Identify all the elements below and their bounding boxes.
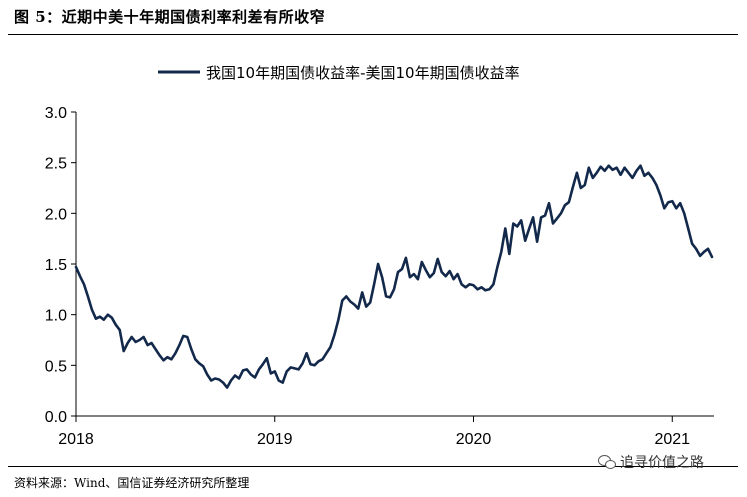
y-tick-label: 1.0 [45, 308, 67, 325]
y-tick-label: 0.5 [45, 358, 67, 375]
series-line [74, 164, 714, 389]
x-tick-label: 2018 [58, 431, 94, 448]
x-tick-label: 2020 [456, 431, 492, 448]
source-note: 资料来源：Wind、国信证券经济研究所整理 [14, 476, 250, 490]
figure-title: 图 5：近期中美十年期国债利率利差有所收窄 [14, 8, 326, 26]
watermark: 追寻价值之路 [598, 452, 704, 472]
watermark-text: 追寻价值之路 [620, 455, 704, 471]
y-tick-label: 3.0 [45, 105, 67, 122]
series-layer [74, 164, 714, 389]
wechat-icon [598, 455, 616, 469]
x-tick-label: 2019 [257, 431, 293, 448]
x-axis: 2018 2019 2020 2021 [58, 415, 714, 448]
y-axis: 0.0 0.5 1.0 1.5 2.0 2.5 3.0 [45, 105, 77, 426]
legend: 我国10年期国债收益率-美国10年期国债收益率 [158, 64, 520, 82]
y-tick-label: 2.5 [45, 156, 67, 173]
x-tick-label: 2021 [654, 431, 690, 448]
legend-label: 我国10年期国债收益率-美国10年期国债收益率 [206, 64, 520, 82]
y-tick-label: 2.0 [45, 206, 67, 223]
top-rule [8, 34, 738, 35]
y-tick-label: 1.5 [45, 257, 67, 274]
y-tick-label: 0.0 [45, 409, 67, 426]
bottom-rule [8, 466, 738, 467]
